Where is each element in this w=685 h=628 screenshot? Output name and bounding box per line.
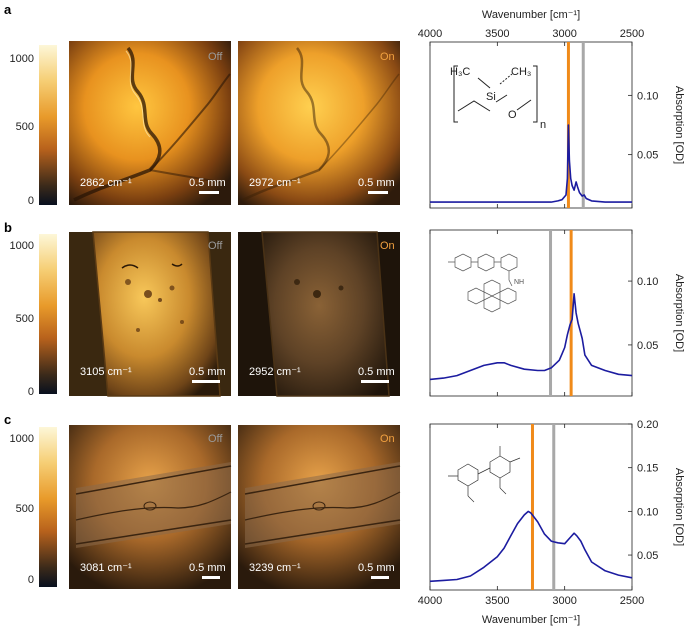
image-off-c: Off 3081 cm⁻¹ 0.5 mm bbox=[69, 425, 232, 589]
y-tick-label-b-0: 0.10 bbox=[637, 276, 658, 288]
plot-frame-b bbox=[429, 229, 633, 397]
panel-b: 1000 500 0 Off 3105 cm⁻¹ 0.5 mm On bbox=[10, 231, 400, 398]
top-axis-tick-0: 4000 bbox=[418, 28, 442, 40]
structure-label-h3c: H₃C bbox=[450, 66, 470, 78]
image-on-b: On 2952 cm⁻¹ 0.5 mm bbox=[238, 231, 400, 397]
colorbar-b bbox=[39, 234, 57, 394]
y-tick-label-c-1: 0.15 bbox=[637, 463, 658, 475]
top-axis-tick-2: 3000 bbox=[552, 28, 576, 40]
top-axis-tick-3: 2500 bbox=[620, 28, 644, 40]
panel-a: 1000 500 0 Off 2862 cm⁻¹ 0.5 mm On 2972 … bbox=[10, 41, 400, 207]
spectrum-line-b bbox=[429, 293, 633, 381]
top-axis-title: Wavenumber [cm⁻¹] bbox=[482, 9, 580, 21]
y-tick-label-b-1: 0.05 bbox=[637, 340, 658, 352]
on-wavenumber-c: 3239 cm⁻¹ bbox=[249, 562, 301, 574]
off-wavenumber-b: 3105 cm⁻¹ bbox=[80, 366, 132, 378]
scalebar-c-on bbox=[371, 576, 389, 579]
structure-label-n: n bbox=[540, 119, 546, 131]
colorbar-tick-high-c: 1000 bbox=[10, 433, 34, 445]
structure-b-nh: NH bbox=[514, 279, 524, 286]
structure-label-si: Si bbox=[486, 91, 496, 103]
scalebar-b-on bbox=[361, 380, 389, 383]
colorbar-tick-mid: 500 bbox=[16, 121, 34, 133]
structure-pdms: H₃C CH₃ Si O n bbox=[450, 65, 546, 131]
image-off-b: Off 3105 cm⁻¹ 0.5 mm bbox=[69, 231, 231, 397]
image-on-a: On 2972 cm⁻¹ 0.5 mm bbox=[238, 41, 400, 205]
panel-label-a: a bbox=[4, 2, 12, 17]
panel-label-b: b bbox=[4, 220, 12, 235]
top-axis-tick-1: 3500 bbox=[485, 28, 509, 40]
spectrum-line-a bbox=[430, 124, 632, 203]
off-label-c: Off bbox=[208, 433, 223, 445]
scalebar-label-c-on: 0.5 mm bbox=[358, 562, 395, 574]
off-label-a: Off bbox=[208, 51, 223, 63]
off-label-b: Off bbox=[208, 240, 223, 252]
scalebar-c-off bbox=[202, 576, 220, 579]
colorbar-tick-high: 1000 bbox=[10, 53, 34, 65]
off-wavenumber-c: 3081 cm⁻¹ bbox=[80, 562, 132, 574]
bottom-axis-title: Wavenumber [cm⁻¹] bbox=[482, 614, 580, 626]
y-axis-title-a: Absorption [OD] bbox=[673, 86, 685, 164]
y-tick-label-c-3: 0.05 bbox=[637, 550, 658, 562]
colorbar-tick-low: 0 bbox=[28, 195, 34, 207]
colorbar-tick-low-c: 0 bbox=[28, 574, 34, 586]
colorbar-tick-mid-b: 500 bbox=[16, 313, 34, 325]
structure-label-ch3: CH₃ bbox=[511, 66, 531, 78]
bottom-axis-tick-2: 3000 bbox=[552, 595, 576, 607]
y-tick-label-c-2: 0.10 bbox=[637, 506, 658, 518]
on-wavenumber-a: 2972 cm⁻¹ bbox=[249, 177, 301, 189]
structure-chitin bbox=[448, 446, 521, 503]
scalebar-label-a-on: 0.5 mm bbox=[358, 177, 395, 189]
bottom-axis-tick-3: 2500 bbox=[620, 595, 644, 607]
on-label-b: On bbox=[380, 240, 395, 252]
scalebar-a-off bbox=[199, 191, 219, 194]
on-label-a: On bbox=[380, 51, 395, 63]
off-wavenumber-a: 2862 cm⁻¹ bbox=[80, 177, 132, 189]
y-tick-label-c-0: 0.20 bbox=[637, 419, 658, 431]
colorbar-a bbox=[39, 45, 57, 205]
spectrum-chart-b: 0.10 0.05 Absorption [OD] bbox=[429, 229, 685, 397]
on-wavenumber-b: 2952 cm⁻¹ bbox=[249, 366, 301, 378]
scalebar-a-on bbox=[368, 191, 388, 194]
y-tick-label-a-0: 0.10 bbox=[637, 90, 658, 102]
structure-pyrene-polymer: NH bbox=[448, 253, 524, 313]
plot-frame-a bbox=[429, 41, 633, 209]
image-on-c: On 3239 cm⁻¹ 0.5 mm bbox=[238, 425, 401, 589]
colorbar-tick-mid-c: 500 bbox=[16, 503, 34, 515]
scalebar-label-a-off: 0.5 mm bbox=[189, 177, 226, 189]
spectrum-line-c bbox=[429, 510, 633, 583]
colorbar-c bbox=[39, 427, 57, 587]
bottom-axis-tick-0: 4000 bbox=[418, 595, 442, 607]
y-axis-title-b: Absorption [OD] bbox=[673, 274, 685, 352]
scalebar-b-off bbox=[192, 380, 220, 383]
colorbar-tick-high-b: 1000 bbox=[10, 240, 34, 252]
colorbar-tick-low-b: 0 bbox=[28, 386, 34, 398]
scalebar-label-b-off: 0.5 mm bbox=[189, 366, 226, 378]
on-label-c: On bbox=[380, 433, 395, 445]
spectrum-chart-c: 0.20 0.15 0.10 0.05 Absorption [OD] 4000 3500 3… bbox=[418, 419, 685, 607]
bottom-axis-tick-1: 3500 bbox=[485, 595, 509, 607]
scalebar-label-c-off: 0.5 mm bbox=[189, 562, 226, 574]
panel-label-c: c bbox=[4, 412, 11, 427]
y-tick-label-a-1: 0.05 bbox=[637, 150, 658, 162]
panel-c: 1000 500 0 Off 3081 cm⁻¹ 0.5 mm On 3239 … bbox=[10, 425, 401, 589]
structure-label-o: O bbox=[508, 109, 517, 121]
image-off-a: Off 2862 cm⁻¹ 0.5 mm bbox=[69, 41, 231, 205]
scalebar-label-b-on: 0.5 mm bbox=[358, 366, 395, 378]
spectrum-chart-a: 0.10 0.05 Absorption [OD] 4000 3500 3000 2500 bbox=[418, 28, 685, 209]
y-axis-title-c: Absorption [OD] bbox=[673, 468, 685, 546]
